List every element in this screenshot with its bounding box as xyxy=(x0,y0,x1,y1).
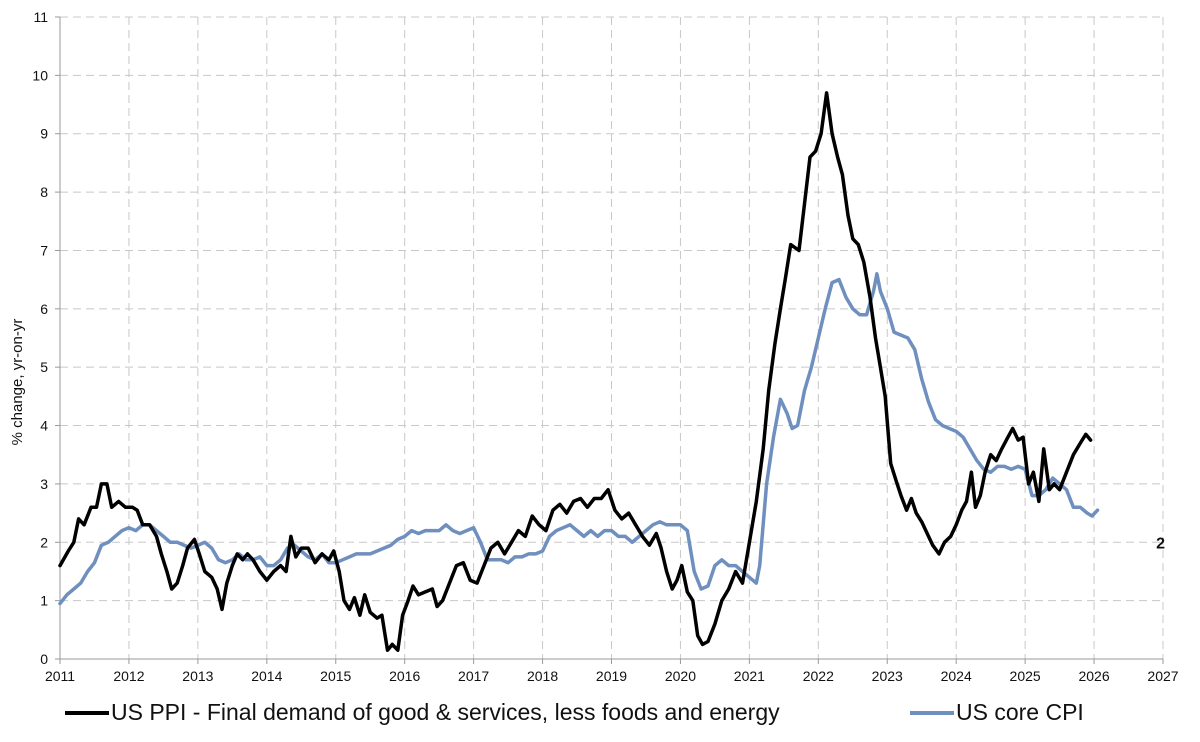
legend-item-core-cpi: US core CPI xyxy=(910,699,1084,725)
y-tick-label: 11 xyxy=(33,9,48,25)
x-tick-label: 2016 xyxy=(389,668,420,684)
core-cpi-series-line xyxy=(58,272,1100,606)
x-tick-label: 2020 xyxy=(665,668,696,684)
x-tick-label: 2023 xyxy=(872,668,903,684)
x-tick-label: 2025 xyxy=(1010,668,1041,684)
x-tick-label: 2017 xyxy=(458,668,489,684)
x-tick-label: 2022 xyxy=(803,668,834,684)
x-tick-label: 2011 xyxy=(45,668,75,684)
legend-label: US core CPI xyxy=(956,699,1084,725)
y-tick-label: 9 xyxy=(40,126,48,142)
x-tick-label: 2026 xyxy=(1078,668,1109,684)
x-tick-label: 2015 xyxy=(320,668,351,684)
axes xyxy=(55,16,1164,664)
x-tick-label: 2012 xyxy=(113,668,144,684)
y-axis-label: % change, yr-on-yr xyxy=(9,319,26,446)
y-tick-label: 4 xyxy=(40,418,48,434)
y-tick-label: 8 xyxy=(40,184,48,200)
legend-item-ppi: US PPI - Final demand of good & services… xyxy=(65,699,780,725)
y-tick-label: 3 xyxy=(40,476,48,492)
y-tick-label: 5 xyxy=(40,359,48,375)
y-tick-label: 6 xyxy=(40,301,48,317)
annotation-label: 2 xyxy=(1156,535,1165,552)
x-tick-label: 2018 xyxy=(527,668,558,684)
series-group xyxy=(58,91,1100,652)
y-tick-label: 10 xyxy=(32,67,48,83)
ppi-series-line xyxy=(58,91,1093,652)
x-tick-label: 2014 xyxy=(251,668,282,684)
x-tick-label: 2019 xyxy=(596,668,627,684)
x-tick-label: 2027 xyxy=(1147,668,1178,684)
y-tick-label: 1 xyxy=(40,593,48,609)
x-tick-label: 2013 xyxy=(182,668,213,684)
tick-labels: 0 1 2 3 4 5 6 7 8 9 10 11 2011 2012 2013 2014 2015 2016 20… xyxy=(32,9,1178,684)
y-tick-label: 7 xyxy=(40,242,48,258)
x-tick-label: 2024 xyxy=(941,668,972,684)
legend-label: US PPI - Final demand of good & services… xyxy=(111,699,780,725)
x-tick-label: 2021 xyxy=(734,668,765,684)
y-tick-label: 2 xyxy=(40,534,48,550)
legend: US PPI - Final demand of good & services… xyxy=(65,699,1084,725)
y-tick-label: 0 xyxy=(40,651,48,667)
